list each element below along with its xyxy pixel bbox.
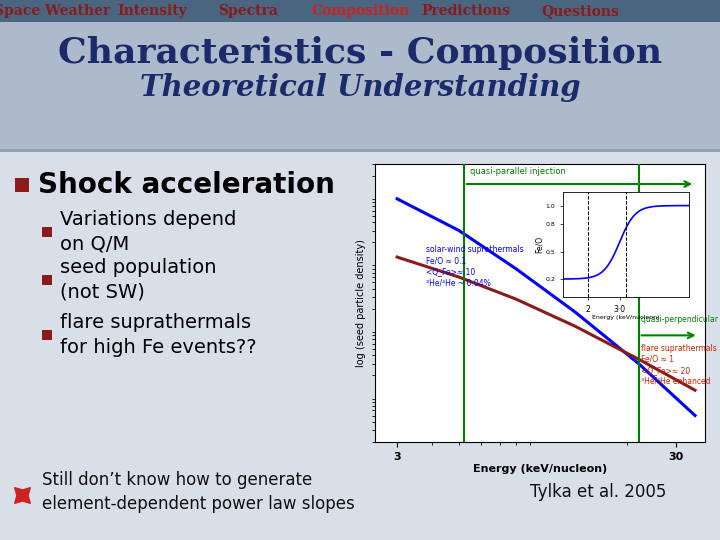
Bar	[360, 0, 366, 540]
Text: flare suprathermals
Fe/O ≈ 1
<Q_Fe>≈ 20
³He/⁴He enhanced: flare suprathermals Fe/O ≈ 1 <Q_Fe>≈ 20 …	[642, 343, 717, 386]
Bar	[324, 0, 330, 540]
Text: solar-wind suprathermals
Fe/O ≈ 0.1
<Q_Fe>≈ 10
³He/⁴He ~ 0.04%: solar-wind suprathermals Fe/O ≈ 0.1 <Q_F…	[426, 245, 523, 288]
Bar	[0, 0, 720, 22]
Text: seed population
(not SW): seed population (not SW)	[60, 258, 217, 302]
Bar	[72, 0, 78, 540]
Bar	[15, 178, 29, 192]
Bar	[696, 0, 702, 540]
Bar	[396, 0, 402, 540]
Bar	[480, 0, 486, 540]
Text: Shock acceleration: Shock acceleration	[38, 171, 335, 199]
Bar	[300, 0, 306, 540]
Bar	[144, 0, 150, 540]
Bar	[168, 0, 174, 540]
Bar	[408, 0, 414, 540]
Bar	[132, 0, 138, 540]
Bar	[24, 0, 30, 540]
Bar	[660, 0, 666, 540]
Bar	[708, 0, 714, 540]
Bar	[468, 0, 474, 540]
Text: Space Weather: Space Weather	[0, 4, 110, 18]
Bar	[312, 0, 318, 540]
Text: Composition: Composition	[311, 4, 409, 18]
Y-axis label: Fe/O: Fe/O	[535, 236, 544, 253]
Bar	[528, 0, 534, 540]
Bar	[240, 0, 246, 540]
Bar	[42, 275, 52, 285]
Bar	[36, 0, 42, 540]
Bar	[0, 149, 720, 152]
Text: Still don’t know how to generate
element-dependent power law slopes: Still don’t know how to generate element…	[42, 471, 355, 513]
Bar	[432, 0, 438, 540]
Bar	[180, 0, 186, 540]
Bar	[42, 330, 52, 340]
Bar	[42, 227, 52, 237]
Bar	[636, 0, 642, 540]
Bar	[336, 0, 342, 540]
Text: quasi-parallel injection: quasi-parallel injection	[469, 167, 566, 176]
Bar	[624, 0, 630, 540]
Bar	[420, 0, 426, 540]
Text: Characteristics - Composition: Characteristics - Composition	[58, 36, 662, 70]
Text: Intensity: Intensity	[117, 4, 187, 18]
Bar	[0, 150, 720, 540]
Bar	[96, 0, 102, 540]
Bar	[384, 0, 390, 540]
Text: Theoretical Understanding: Theoretical Understanding	[140, 72, 580, 102]
Bar	[264, 0, 270, 540]
Bar	[288, 0, 294, 540]
Text: quasi-perpendicular injection: quasi-perpendicular injection	[641, 315, 720, 323]
Text: Spectra: Spectra	[218, 4, 278, 18]
Bar	[648, 0, 654, 540]
Bar	[372, 0, 378, 540]
Bar	[504, 0, 510, 540]
Bar	[576, 0, 582, 540]
Bar	[228, 0, 234, 540]
Bar	[276, 0, 282, 540]
Bar	[84, 0, 90, 540]
Bar	[48, 0, 54, 540]
Text: Tylka et al. 2005: Tylka et al. 2005	[530, 483, 667, 501]
Bar	[684, 0, 690, 540]
Bar	[0, 0, 6, 540]
Bar	[120, 0, 126, 540]
Bar	[156, 0, 162, 540]
Text: flare suprathermals
for high Fe events??: flare suprathermals for high Fe events??	[60, 313, 256, 357]
Bar	[612, 0, 618, 540]
X-axis label: Energy (keV/nucleon): Energy (keV/nucleon)	[592, 315, 660, 320]
Bar	[204, 0, 210, 540]
Bar	[348, 0, 354, 540]
Bar	[564, 0, 570, 540]
Bar	[552, 0, 558, 540]
Bar	[456, 0, 462, 540]
Bar	[252, 0, 258, 540]
Bar	[444, 0, 450, 540]
Bar	[108, 0, 114, 540]
Y-axis label: log (seed particle density): log (seed particle density)	[356, 239, 366, 367]
Bar	[672, 0, 678, 540]
Text: Variations depend
on Q/M: Variations depend on Q/M	[60, 210, 236, 254]
Bar	[216, 0, 222, 540]
X-axis label: Energy (keV/nucleon): Energy (keV/nucleon)	[473, 464, 607, 475]
Text: Questions: Questions	[541, 4, 619, 18]
Bar	[12, 0, 18, 540]
Bar	[516, 0, 522, 540]
Bar	[492, 0, 498, 540]
Bar	[540, 0, 546, 540]
Text: Predictions: Predictions	[421, 4, 510, 18]
Bar	[600, 0, 606, 540]
Bar	[192, 0, 198, 540]
Bar	[588, 0, 594, 540]
Bar	[0, 22, 720, 150]
Bar	[60, 0, 66, 540]
